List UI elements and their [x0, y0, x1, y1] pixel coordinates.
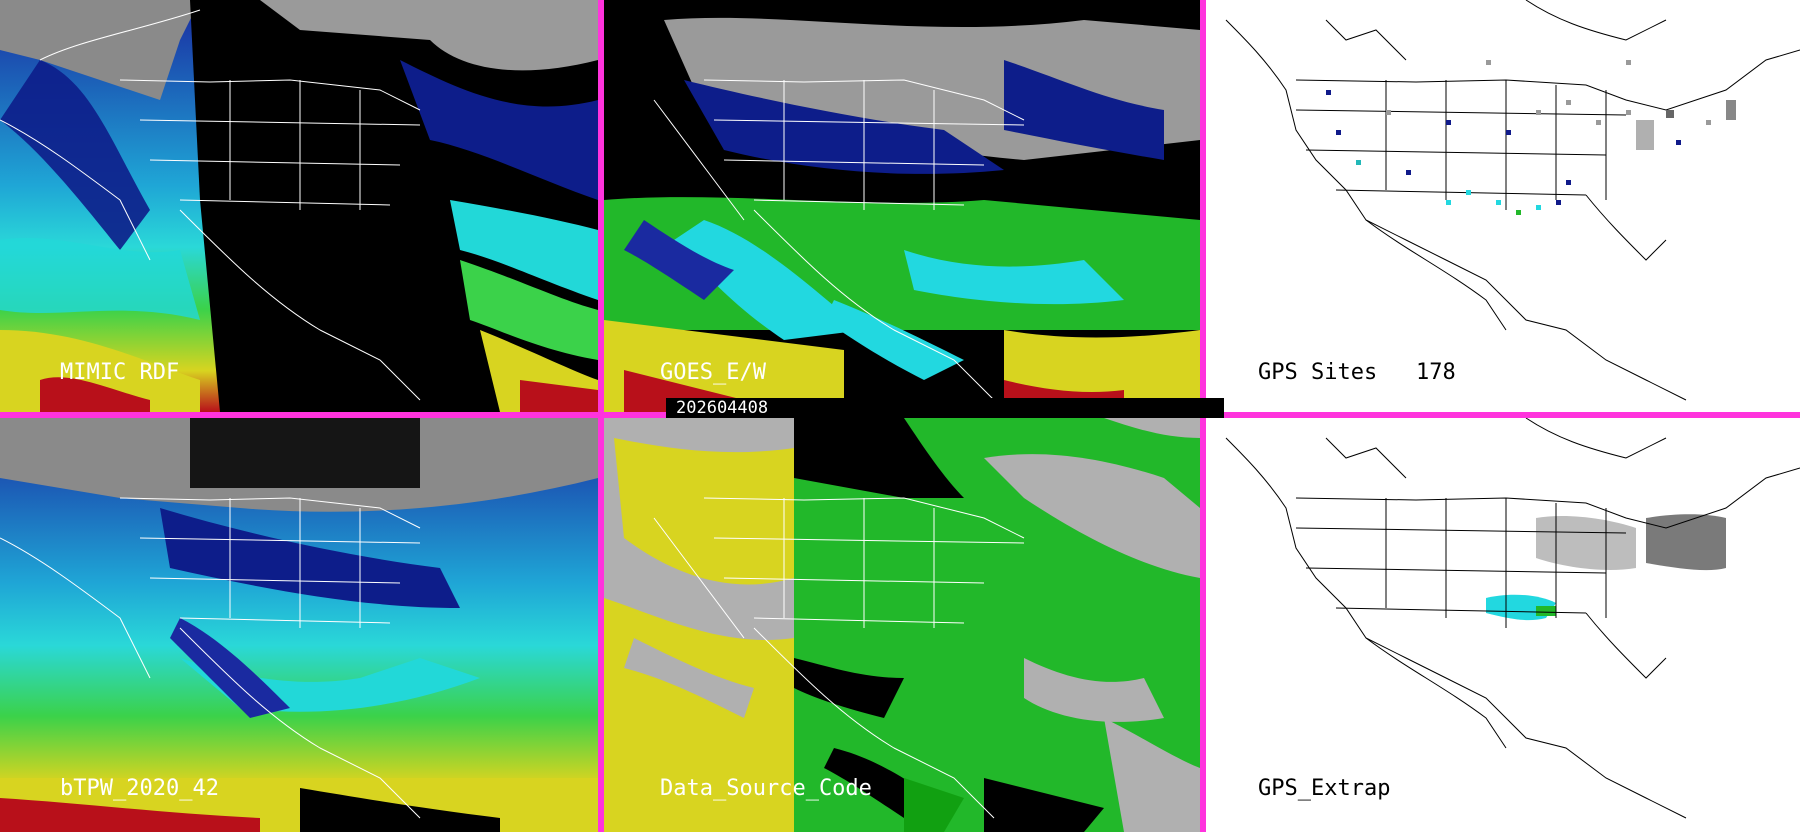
panel-gps-sites: GPS Sites 178	[1206, 0, 1800, 412]
goes-ew-image	[604, 0, 1200, 412]
panel-label-btpw: bTPW_2020_42	[60, 776, 219, 801]
gps-extrap-map	[1225, 418, 1800, 819]
panel-mimic-rdf: MIMIC RDF	[0, 0, 598, 412]
data-source-code-image	[604, 418, 1200, 832]
panel-goes-ew: GOES_E/W	[604, 0, 1200, 412]
panel-btpw: bTPW_2020_42	[0, 418, 598, 832]
panel-label-gps-extrap: GPS_Extrap	[1258, 776, 1391, 801]
panel-label-goes-ew: GOES_E/W	[660, 360, 766, 385]
mimic-rdf-image	[0, 0, 598, 412]
gps-sites-count: 178	[1416, 360, 1456, 385]
timestamp-text: 202604408	[676, 398, 769, 418]
panel-label-gps-sites: GPS Sites	[1258, 360, 1378, 385]
panel-label-mimic-rdf: MIMIC RDF	[60, 360, 180, 385]
btpw-image	[0, 418, 598, 832]
panel-data-source-code: Data_Source_Code	[604, 418, 1200, 832]
panel-label-data-source-code: Data_Source_Code	[660, 776, 872, 801]
panel-gps-extrap: GPS_Extrap	[1206, 418, 1800, 832]
gps-sites-map	[1225, 0, 1800, 401]
timestamp-bar: 202604408	[666, 398, 1224, 418]
